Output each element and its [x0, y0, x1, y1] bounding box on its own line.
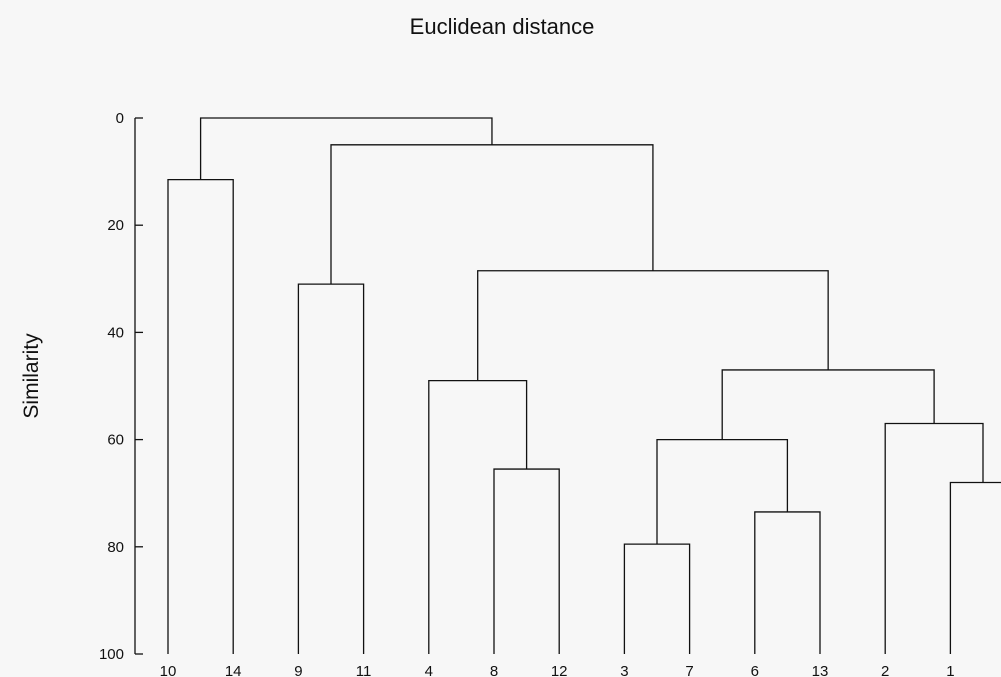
- leaf-label: 11: [356, 663, 372, 677]
- leaf-label: 4: [425, 663, 433, 677]
- y-tick-label: 20: [107, 217, 124, 234]
- leaf-label: 7: [685, 663, 693, 677]
- leaf-label: 9: [294, 663, 302, 677]
- y-tick-label: 60: [107, 432, 124, 449]
- dendrogram-link: [167, 178, 234, 654]
- leaf-labels: 1014911481237613215: [160, 663, 955, 677]
- leaf-label: 1: [946, 663, 954, 677]
- dendrogram-link: [428, 379, 528, 654]
- leaf-label: 8: [490, 663, 498, 677]
- dendrogram-link: [884, 422, 984, 654]
- leaf-label: 3: [620, 663, 628, 677]
- y-axis: 0 20 40 60 80 100: [99, 110, 143, 663]
- chart-title: Euclidean distance: [410, 14, 595, 39]
- leaf-label: 13: [812, 663, 829, 677]
- dendrogram-link: [623, 543, 691, 654]
- dendrogram-link: [721, 369, 935, 440]
- leaf-label: 6: [751, 663, 759, 677]
- dendrogram-link: [199, 117, 493, 180]
- y-tick-label: 100: [99, 646, 124, 663]
- dendrogram-link: [330, 144, 654, 285]
- y-tick-label: 0: [116, 110, 124, 127]
- dendrogram-link: [477, 270, 829, 381]
- leaf-label: 14: [225, 663, 242, 677]
- dendrogram-link: [656, 438, 789, 545]
- dendrogram-links: [167, 117, 1001, 654]
- y-tick-label: 80: [107, 539, 124, 556]
- dendrogram-link: [754, 511, 821, 654]
- y-tick-label: 40: [107, 324, 124, 341]
- leaf-label: 12: [551, 663, 568, 677]
- dendrogram-link: [949, 481, 1001, 654]
- leaf-label: 10: [160, 663, 177, 677]
- leaf-label: 2: [881, 663, 889, 677]
- dendrogram-link: [297, 283, 365, 654]
- dendrogram-link: [493, 468, 560, 654]
- y-axis-label: Similarity: [20, 333, 43, 419]
